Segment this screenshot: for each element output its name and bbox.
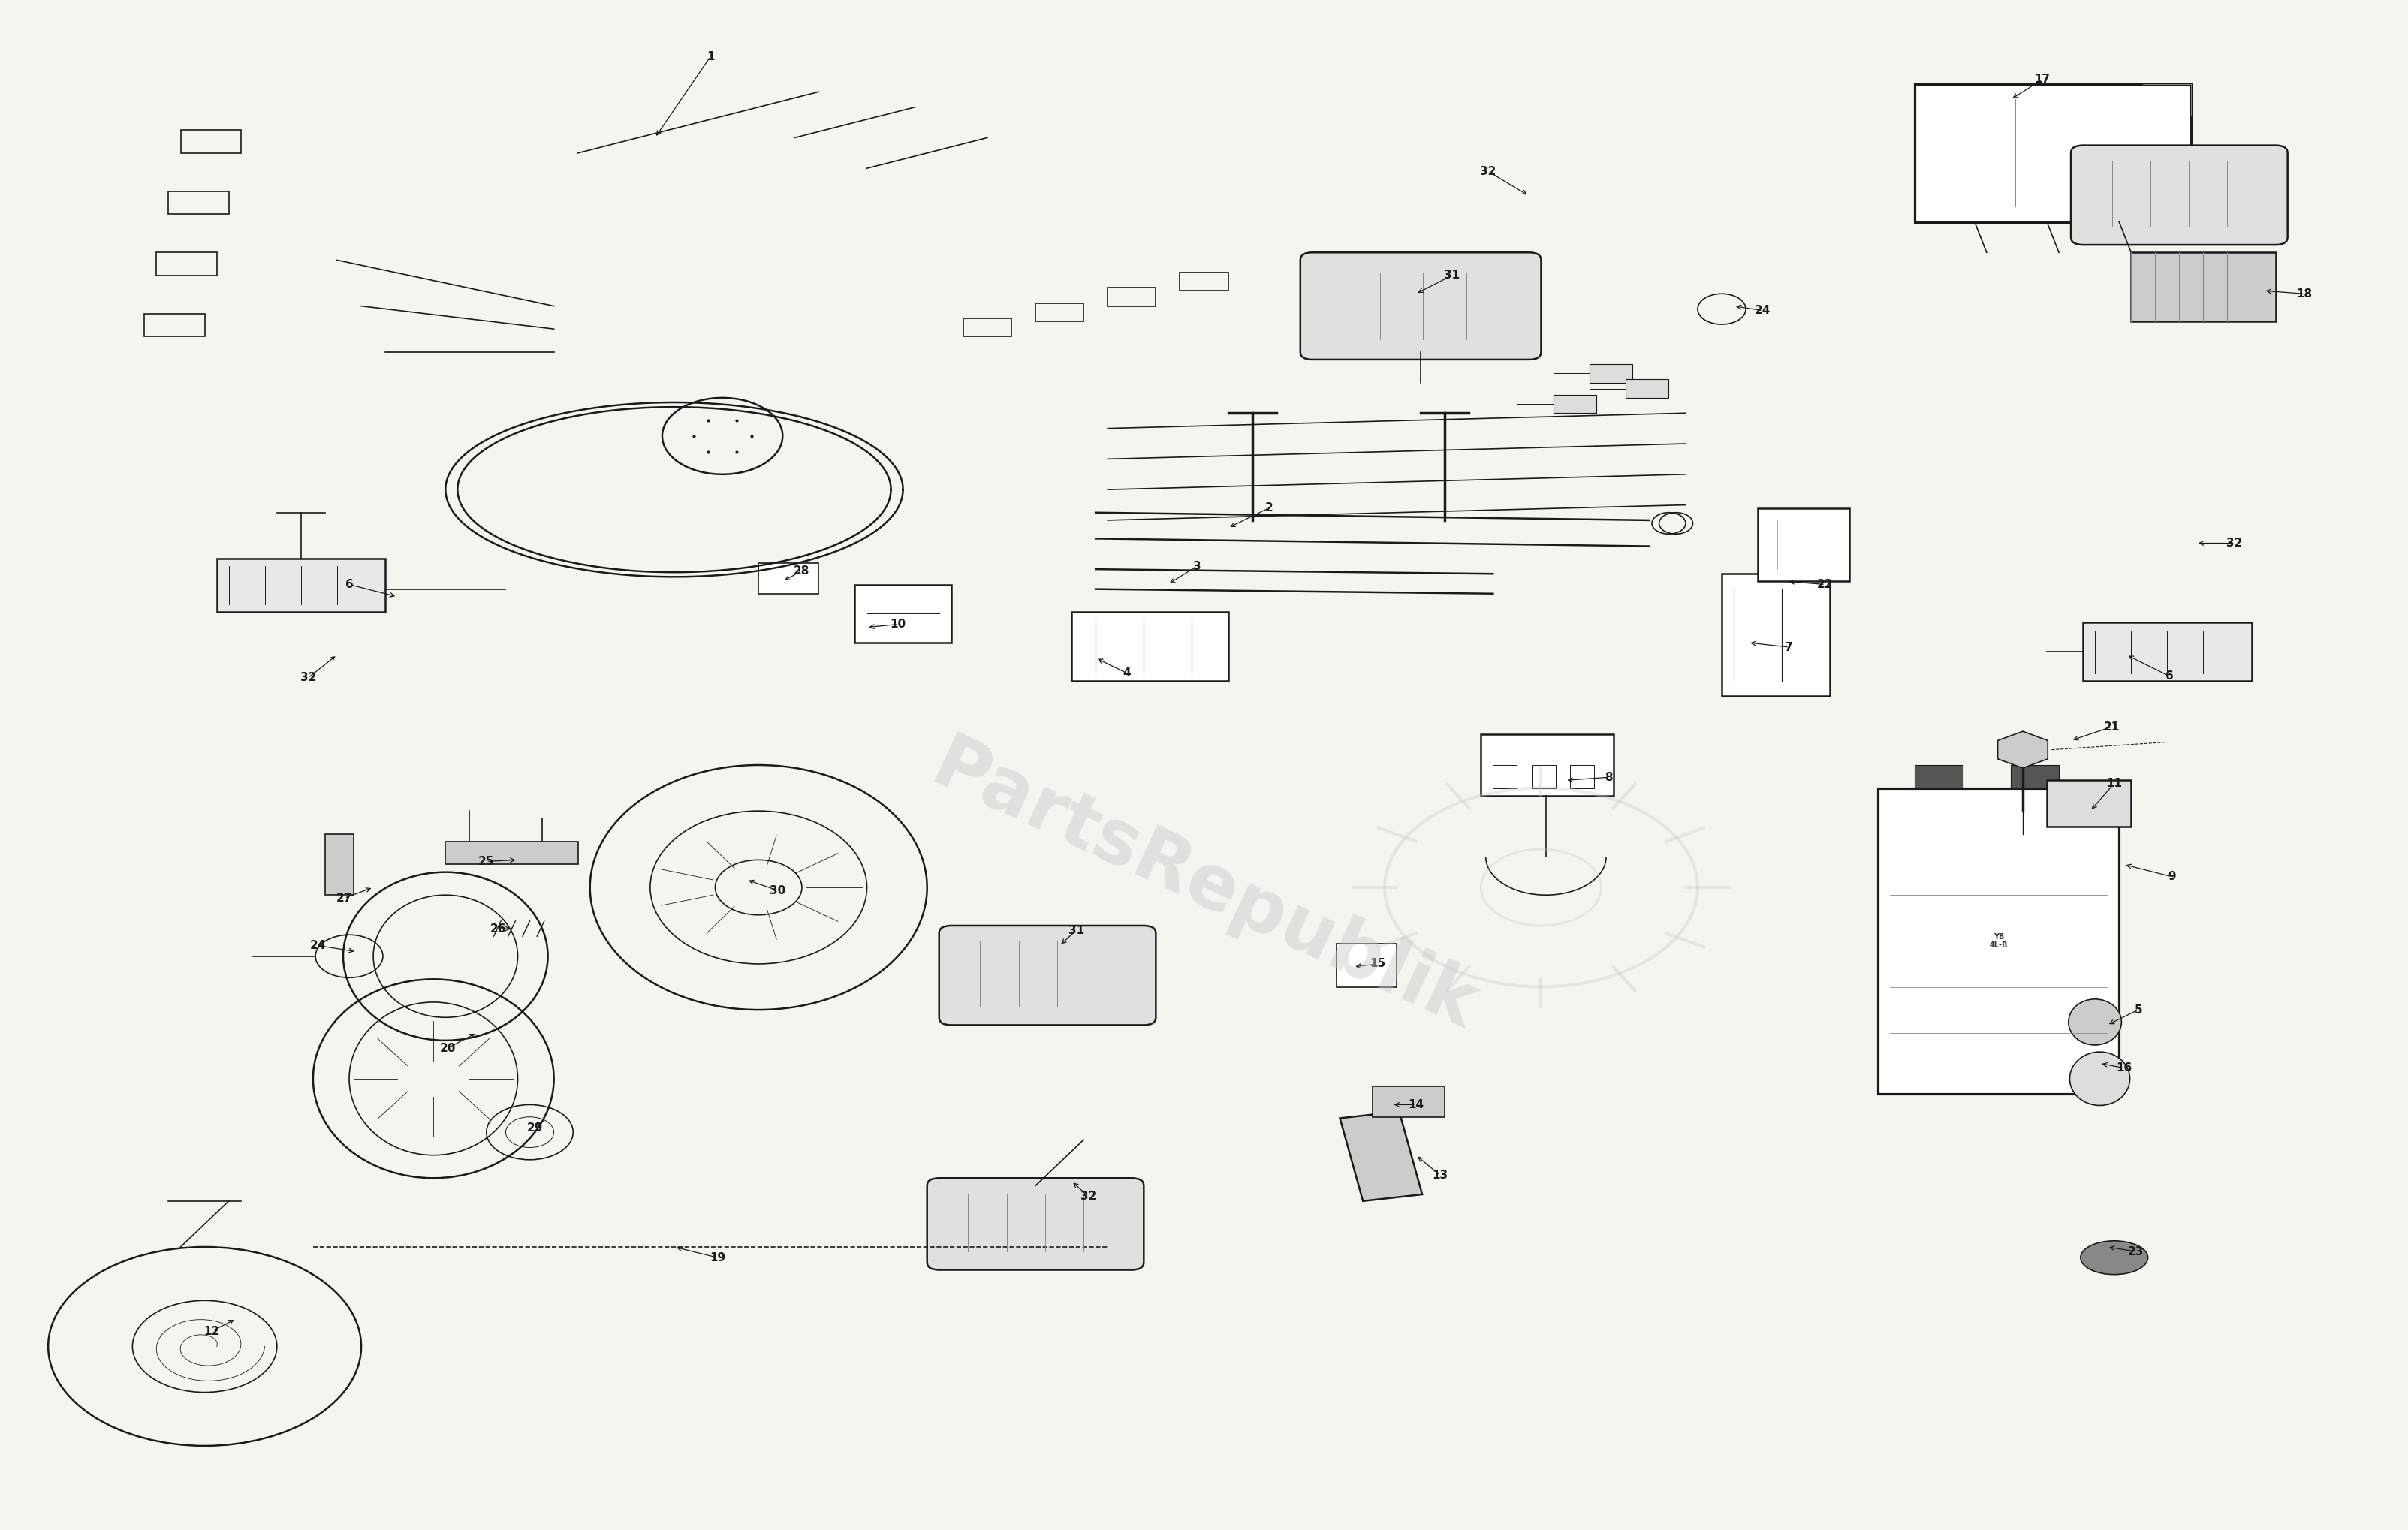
Text: 10: 10 xyxy=(891,618,905,630)
Text: 11: 11 xyxy=(2107,777,2121,789)
Bar xyxy=(1072,612,1228,681)
Polygon shape xyxy=(1999,731,2047,768)
Bar xyxy=(2047,780,2131,826)
Bar xyxy=(2011,765,2059,788)
Text: 30: 30 xyxy=(771,884,785,897)
Bar xyxy=(1914,765,1963,788)
Text: 17: 17 xyxy=(2035,73,2049,86)
Text: 24: 24 xyxy=(311,939,325,952)
Text: 32: 32 xyxy=(2227,537,2242,549)
Text: 26: 26 xyxy=(491,923,506,935)
Text: 23: 23 xyxy=(2129,1245,2143,1258)
Text: 24: 24 xyxy=(1755,304,1770,317)
Bar xyxy=(1625,379,1669,398)
FancyBboxPatch shape xyxy=(1300,252,1541,360)
FancyBboxPatch shape xyxy=(2071,145,2288,245)
Text: 13: 13 xyxy=(1433,1169,1447,1181)
Text: 20: 20 xyxy=(441,1042,455,1054)
Text: 29: 29 xyxy=(527,1121,542,1134)
Text: PartsRepublik: PartsRepublik xyxy=(920,730,1488,1045)
Bar xyxy=(1481,734,1613,796)
Text: 5: 5 xyxy=(2133,1004,2143,1016)
Text: 4: 4 xyxy=(1122,667,1132,679)
Text: 14: 14 xyxy=(1409,1099,1423,1111)
Text: 9: 9 xyxy=(2167,871,2177,883)
Text: 1: 1 xyxy=(706,50,715,63)
Bar xyxy=(144,314,205,337)
Bar xyxy=(1531,765,1556,788)
Text: YB
4L-B: YB 4L-B xyxy=(1989,933,2008,949)
Bar xyxy=(1722,574,1830,696)
Text: 18: 18 xyxy=(2297,288,2312,300)
Bar xyxy=(1878,788,2119,1094)
Text: 16: 16 xyxy=(2117,1062,2131,1074)
Text: 22: 22 xyxy=(1818,578,1832,591)
Ellipse shape xyxy=(2068,999,2121,1045)
Bar xyxy=(169,191,229,214)
FancyBboxPatch shape xyxy=(939,926,1156,1025)
Bar xyxy=(1035,303,1084,321)
Text: 25: 25 xyxy=(479,855,494,868)
Bar xyxy=(1373,1086,1445,1117)
Text: 8: 8 xyxy=(1604,771,1613,783)
Bar xyxy=(217,558,385,612)
Bar xyxy=(1336,944,1397,987)
Text: 3: 3 xyxy=(1192,560,1202,572)
Bar xyxy=(1914,84,2191,222)
Bar xyxy=(157,252,217,275)
Text: 32: 32 xyxy=(1081,1190,1096,1203)
Text: 2: 2 xyxy=(1264,502,1274,514)
Bar xyxy=(2083,623,2251,681)
Bar xyxy=(1493,765,1517,788)
Bar xyxy=(181,130,241,153)
Text: 32: 32 xyxy=(301,672,315,684)
Text: 32: 32 xyxy=(1481,165,1495,177)
Bar xyxy=(325,834,354,895)
Bar xyxy=(2131,252,2276,321)
Bar xyxy=(1570,765,1594,788)
Bar xyxy=(445,842,578,864)
Bar xyxy=(1589,364,1633,382)
Bar xyxy=(759,563,819,594)
Text: 6: 6 xyxy=(2165,670,2174,682)
Text: 31: 31 xyxy=(1445,269,1459,282)
Bar xyxy=(855,584,951,643)
FancyBboxPatch shape xyxy=(927,1178,1144,1270)
Bar xyxy=(1553,395,1597,413)
Text: 12: 12 xyxy=(205,1325,219,1337)
Text: 28: 28 xyxy=(795,565,809,577)
Bar xyxy=(1758,508,1849,581)
Ellipse shape xyxy=(2068,1053,2129,1105)
Bar xyxy=(1180,272,1228,291)
Bar xyxy=(963,318,1011,337)
Text: 6: 6 xyxy=(344,578,354,591)
Text: 19: 19 xyxy=(710,1252,725,1264)
Text: 7: 7 xyxy=(1784,641,1794,653)
Bar xyxy=(1108,288,1156,306)
Text: 21: 21 xyxy=(2105,721,2119,733)
Ellipse shape xyxy=(2081,1241,2148,1274)
Bar xyxy=(1339,1111,1423,1201)
Text: 27: 27 xyxy=(337,892,352,904)
Text: 15: 15 xyxy=(1370,958,1385,970)
Text: 31: 31 xyxy=(1069,924,1084,936)
